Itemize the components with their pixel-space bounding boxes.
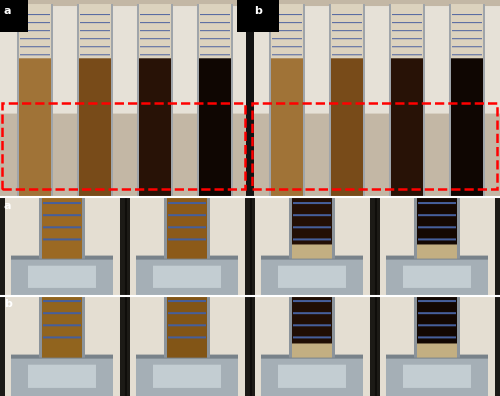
- Bar: [2, 103, 245, 189]
- Bar: [252, 103, 497, 189]
- Text: a: a: [4, 201, 12, 211]
- Text: b: b: [4, 299, 12, 309]
- Text: a: a: [4, 6, 12, 15]
- Text: b: b: [254, 6, 262, 15]
